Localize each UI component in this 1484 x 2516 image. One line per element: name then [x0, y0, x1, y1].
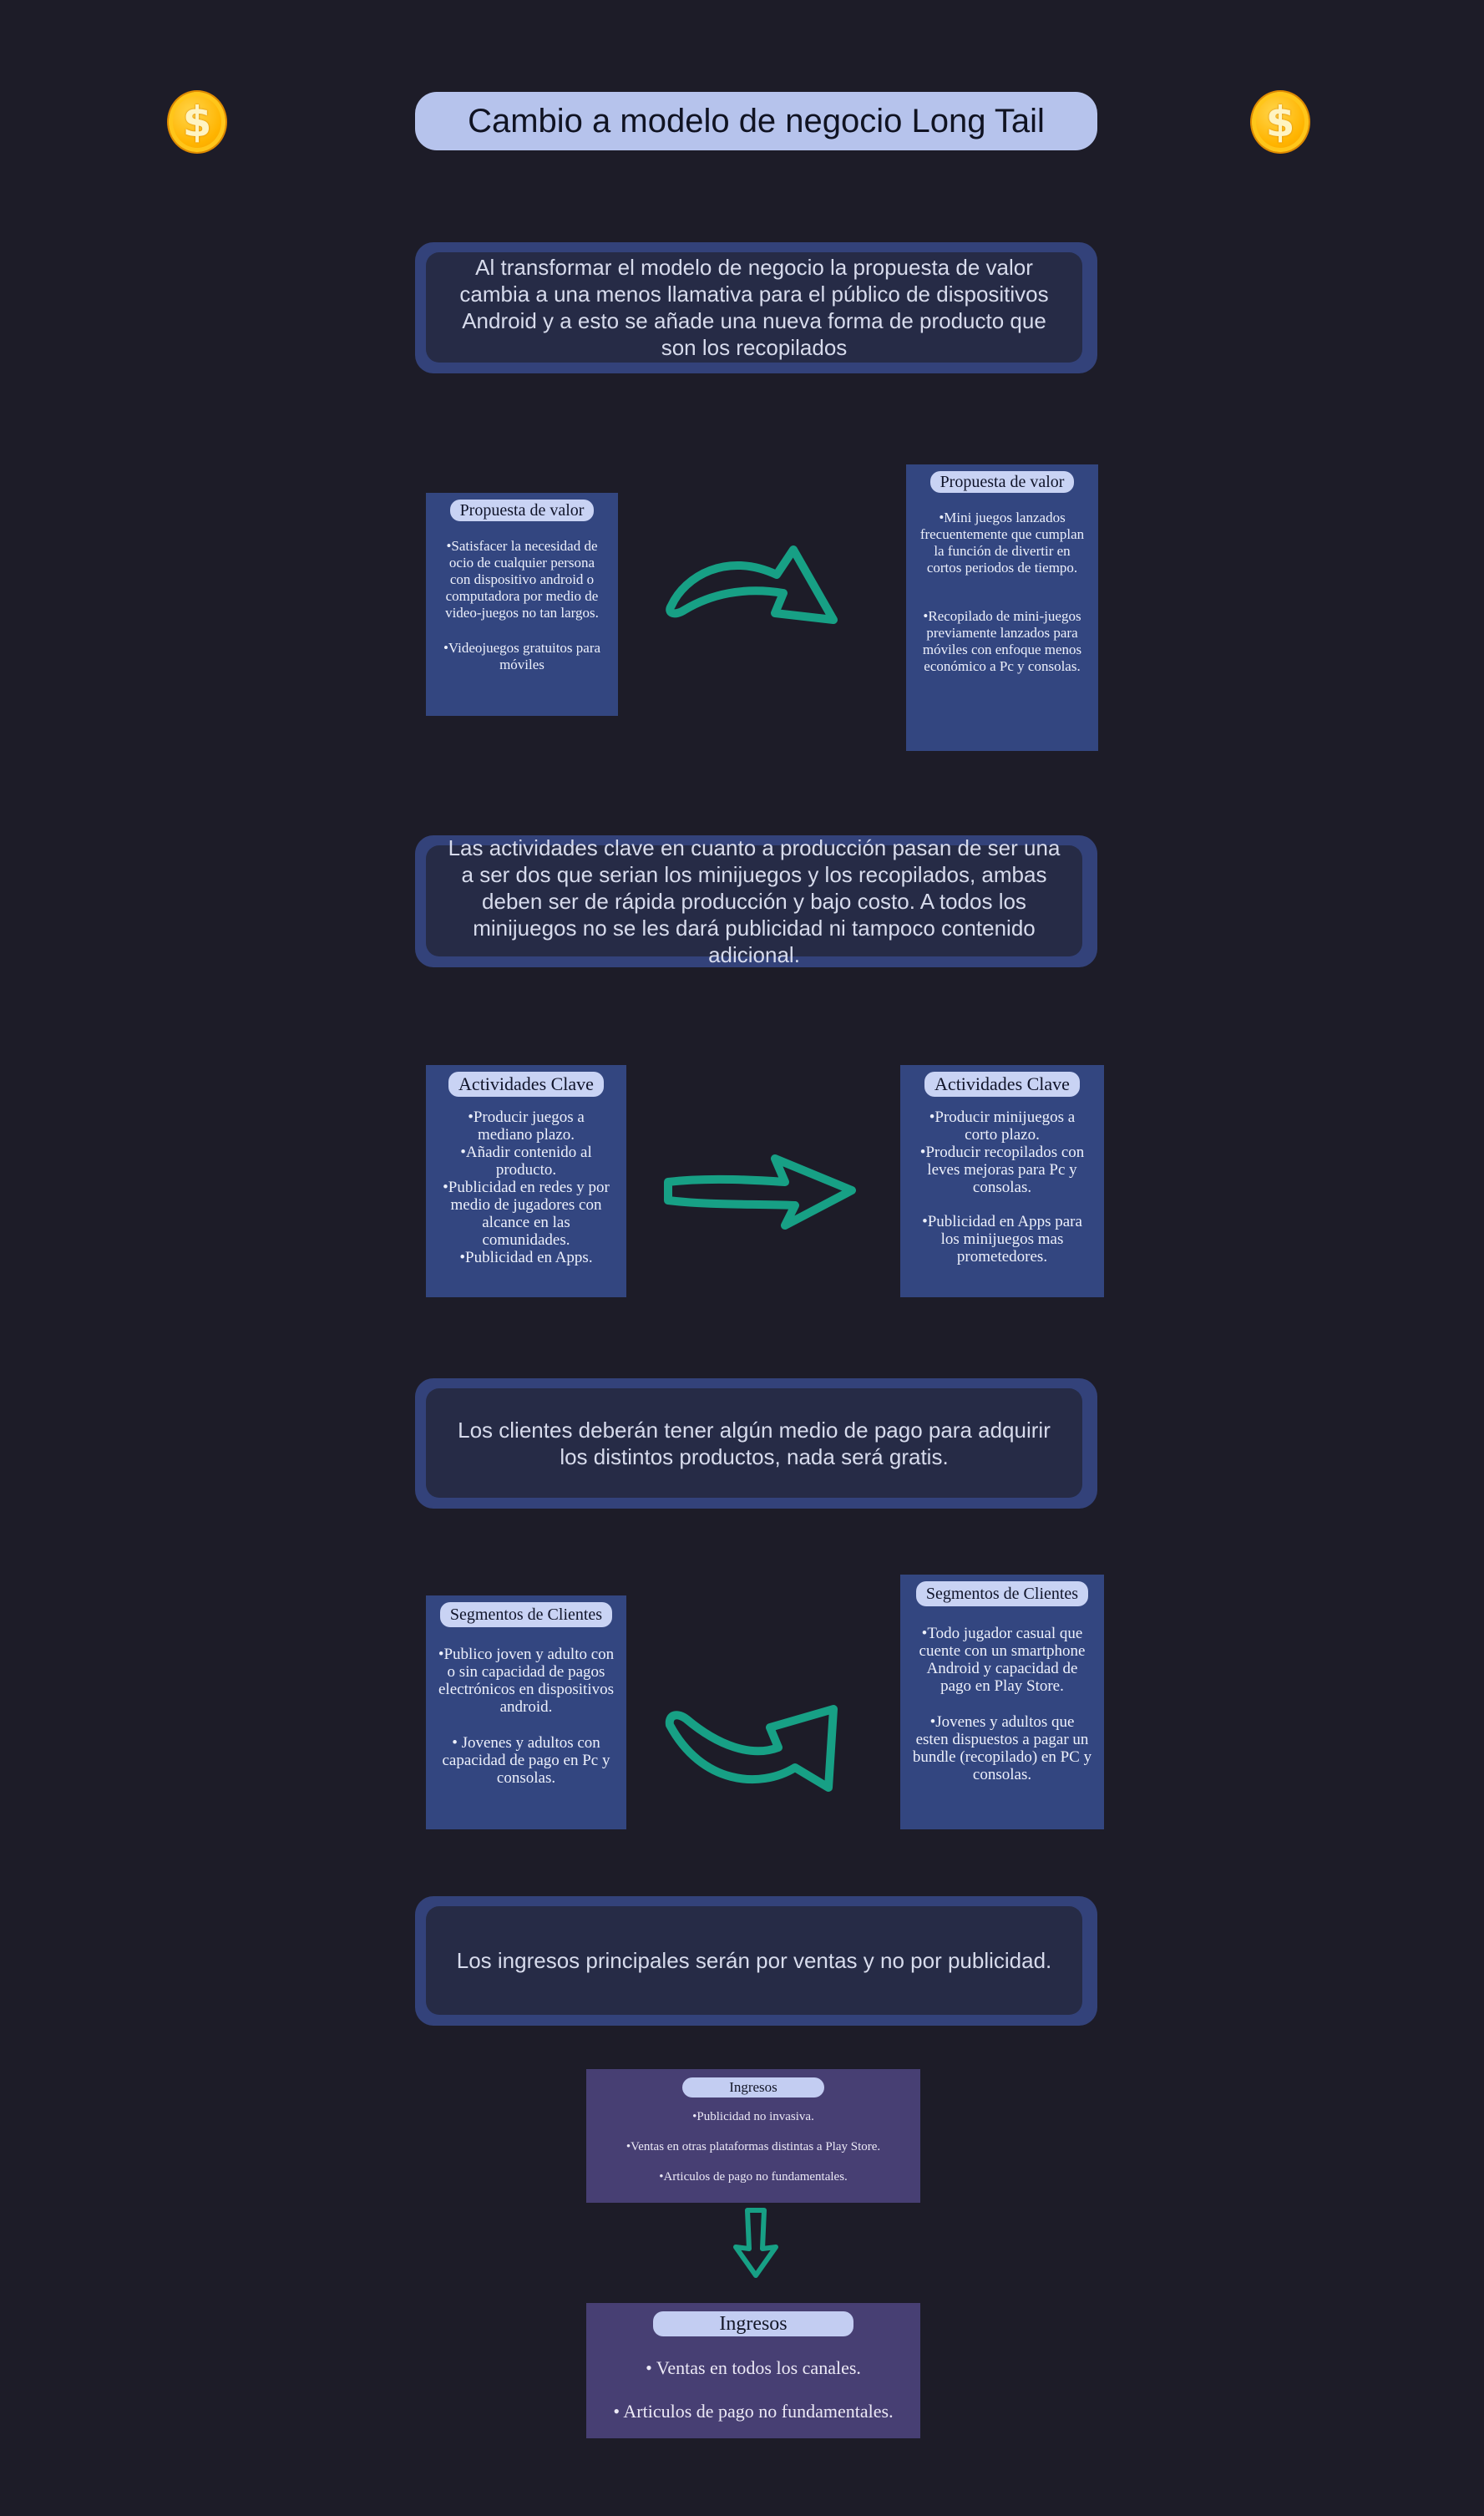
- dollar-coin-icon: $: [1252, 92, 1309, 152]
- card-title: Ingresos: [653, 2311, 853, 2336]
- note-key-activities: Las actividades clave en cuanto a produc…: [415, 835, 1097, 967]
- note-revenue: Los ingresos principales serán por venta…: [415, 1896, 1097, 2026]
- card-title: Actividades Clave: [924, 1072, 1080, 1097]
- card-title: Actividades Clave: [448, 1072, 604, 1097]
- card-item: •Publicidad no invasiva.: [692, 2110, 814, 2123]
- card-item: •Articulos de pago no fundamentales.: [659, 2170, 848, 2184]
- card-value-after: Propuesta de valor •Mini juegos lanzados…: [906, 464, 1098, 751]
- card-item: • Ventas en todos los canales.: [646, 2357, 861, 2378]
- card-item: •Añadir contenido al producto.: [460, 1144, 592, 1179]
- card-item: •Recopilado de mini-juegos previamente l…: [922, 608, 1082, 674]
- card-item: •Producir juegos a mediano plazo.: [468, 1108, 585, 1144]
- card-item: •Videojuegos gratuitos para móviles: [443, 640, 601, 672]
- card-item: •Satisfacer la necesidad de ocio de cual…: [445, 538, 599, 621]
- card-revenue-before: Ingresos •Publicidad no invasiva. •Venta…: [586, 2069, 920, 2203]
- card-revenue-after: Ingresos • Ventas en todos los canales. …: [586, 2303, 920, 2438]
- card-title: Ingresos: [682, 2077, 824, 2098]
- card-item: •Mini juegos lanzados frecuentemente que…: [919, 510, 1085, 576]
- green-arrow-icon: [665, 1705, 838, 1792]
- green-arrow-icon: [666, 545, 838, 624]
- card-activities-after: Actividades Clave •Producir minijuegos a…: [900, 1065, 1104, 1297]
- card-item: •Publicidad en Apps para los minijuegos …: [922, 1213, 1082, 1266]
- green-arrow-icon: [664, 1154, 856, 1230]
- dollar-coin-icon: $: [169, 92, 225, 152]
- card-title: Segmentos de Clientes: [439, 1602, 613, 1627]
- green-arrow-icon: [733, 2208, 778, 2278]
- card-item: • Jovenes y adultos con capacidad de pag…: [442, 1734, 610, 1787]
- card-activities-before: Actividades Clave •Producir juegos a med…: [426, 1065, 626, 1297]
- card-item: •Publico joven y adulto con o sin capaci…: [438, 1646, 615, 1716]
- card-item: •Producir minijuegos a corto plazo.: [929, 1108, 1076, 1144]
- card-title: Segmentos de Clientes: [915, 1581, 1089, 1606]
- card-segments-before: Segmentos de Clientes •Publico joven y a…: [426, 1595, 626, 1829]
- page-title: Cambio a modelo de negocio Long Tail: [415, 92, 1097, 150]
- card-value-before: Propuesta de valor •Satisfacer la necesi…: [426, 493, 618, 716]
- card-item: •Publicidad en Apps.: [459, 1249, 593, 1266]
- card-title: Propuesta de valor: [449, 500, 595, 521]
- note-text: Los ingresos principales serán por venta…: [426, 1906, 1082, 2015]
- note-text: Al transformar el modelo de negocio la p…: [426, 252, 1082, 363]
- card-item: •Producir recopilados con leves mejoras …: [919, 1144, 1085, 1196]
- note-clients: Los clientes deberán tener algún medio d…: [415, 1378, 1097, 1509]
- card-title: Propuesta de valor: [929, 471, 1075, 493]
- note-value-proposition: Al transformar el modelo de negocio la p…: [415, 242, 1097, 373]
- card-item: •Ventas en otras plataformas distintas a…: [626, 2140, 881, 2153]
- card-item: • Articulos de pago no fundamentales.: [613, 2401, 894, 2422]
- card-item: •Jovenes y adultos que esten dispuestos …: [912, 1713, 1092, 1783]
- card-item: •Todo jugador casual que cuente con un s…: [919, 1625, 1086, 1695]
- note-text: Los clientes deberán tener algún medio d…: [426, 1388, 1082, 1498]
- note-text: Las actividades clave en cuanto a produc…: [426, 835, 1082, 967]
- card-segments-after: Segmentos de Clientes •Todo jugador casu…: [900, 1575, 1104, 1829]
- card-item: •Publicidad en redes y por medio de juga…: [443, 1179, 610, 1249]
